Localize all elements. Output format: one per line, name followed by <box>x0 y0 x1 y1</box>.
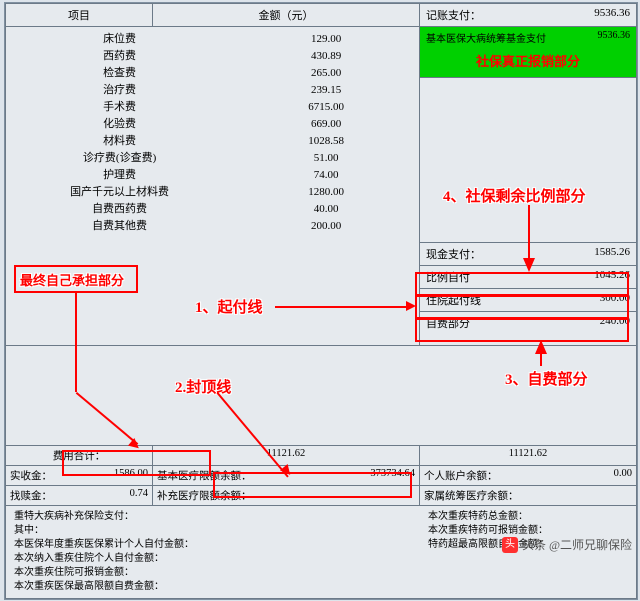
footer-line: 其中： <box>14 524 428 538</box>
item-name: 化验费 <box>6 116 233 133</box>
right-row: 住院起付线300.00 <box>420 289 636 312</box>
r-val: 300.00 <box>560 292 630 308</box>
item-amt: 200.00 <box>233 218 419 235</box>
acct-label: 个人账户余额： <box>424 471 498 482</box>
item-amt: 6715.00 <box>233 99 419 116</box>
r-label: 住院起付线 <box>426 292 560 308</box>
arrow-1-head <box>406 301 416 311</box>
limit-val: 373734.64 <box>370 468 415 479</box>
r-val: 1045.26 <box>560 269 630 285</box>
item-name: 治疗费 <box>6 82 233 99</box>
arrow-4-head <box>523 258 535 272</box>
item-row: 治疗费239.15 <box>6 82 419 99</box>
item-amt: 265.00 <box>233 65 419 82</box>
arrow-3-head <box>535 340 547 354</box>
acct-cell: 个人账户余额： 0.00 <box>420 466 637 486</box>
received-cell: 实收金： 1586.00 <box>6 466 153 486</box>
item-amt: 669.00 <box>233 116 419 133</box>
item-amt: 1280.00 <box>233 184 419 201</box>
item-amt: 1028.58 <box>233 133 419 150</box>
arrow-4-line <box>528 205 530 265</box>
refund-label: 找赎金： <box>10 491 52 502</box>
green-val: 9536.36 <box>598 30 631 45</box>
item-name: 西药费 <box>6 48 233 65</box>
supp-cell: 补充医疗限额余额： <box>153 486 420 506</box>
item-row: 西药费430.89 <box>6 48 419 65</box>
hdr-item: 项目 <box>6 4 153 27</box>
item-amt: 430.89 <box>233 48 419 65</box>
item-name: 自费其他费 <box>6 218 233 235</box>
watermark-logo: 头 <box>502 537 518 553</box>
footer-line: 重特大疾病补充保险支付： <box>14 510 428 524</box>
footer-line-r: 本次重疾特药总金额： <box>428 510 628 524</box>
item-amt: 40.00 <box>233 201 419 218</box>
green-box: 基本医保大病统筹基金支付 9536.36 社保真正报销部分 <box>420 27 637 78</box>
watermark: 头 头条 @二师兄聊保险 <box>502 536 632 553</box>
fam-label: 家属统筹医疗余额： <box>424 491 519 502</box>
fee-total-r: 11121.62 <box>420 446 637 466</box>
hdr-amount: 金额（元） <box>153 4 420 27</box>
item-row: 床位费129.00 <box>6 31 419 48</box>
item-amt: 239.15 <box>233 82 419 99</box>
item-amt: 74.00 <box>233 167 419 184</box>
item-name: 自费西药费 <box>6 201 233 218</box>
item-name: 手术费 <box>6 99 233 116</box>
footer-line: 本医保年度重疾医保累计个人自付金额： <box>14 538 428 552</box>
item-amt: 129.00 <box>233 31 419 48</box>
arrow-1 <box>275 306 410 308</box>
item-row: 国产千元以上材料费1280.00 <box>6 184 419 201</box>
footer-line: 本次重疾住院可报销金额： <box>14 566 428 580</box>
fam-cell: 家属统筹医疗余额： <box>420 486 637 506</box>
item-row: 检查费265.00 <box>6 65 419 82</box>
green-label: 基本医保大病统筹基金支付 <box>426 30 598 45</box>
item-row: 诊疗费(诊查费)51.00 <box>6 150 419 167</box>
received-label: 实收金： <box>10 471 52 482</box>
item-row: 材料费1028.58 <box>6 133 419 150</box>
refund-cell: 找赎金： 0.74 <box>6 486 153 506</box>
item-name: 护理费 <box>6 167 233 184</box>
item-row: 化验费669.00 <box>6 116 419 133</box>
footer-line: 本次重疾医保最高限额自费金额： <box>14 580 428 594</box>
item-amt: 51.00 <box>233 150 419 167</box>
item-name: 检查费 <box>6 65 233 82</box>
pay-label: 记账支付： <box>426 10 481 22</box>
acct-val: 0.00 <box>614 468 632 479</box>
r-label: 自费部分 <box>426 315 560 331</box>
supp-label: 补充医疗限额余额： <box>157 491 252 502</box>
footer-line: 本次纳入重疾住院个人自付金额： <box>14 552 428 566</box>
item-name: 床位费 <box>6 31 233 48</box>
received-val: 1586.00 <box>114 468 148 479</box>
items-cell: 床位费129.00西药费430.89检查费265.00治疗费239.15手术费6… <box>6 27 420 346</box>
item-name: 材料费 <box>6 133 233 150</box>
pay-val: 9536.36 <box>594 7 630 19</box>
item-name: 国产千元以上材料费 <box>6 184 233 201</box>
cash-val: 1585.26 <box>560 246 630 262</box>
refund-val: 0.74 <box>130 488 148 499</box>
r-val: 240.00 <box>560 315 630 331</box>
item-row: 护理费74.00 <box>6 167 419 184</box>
watermark-text: 头条 @二师兄聊保险 <box>522 536 632 553</box>
hdr-pay: 记账支付： 9536.36 <box>420 4 637 27</box>
item-row: 自费其他费200.00 <box>6 218 419 235</box>
cash-label: 现金支付： <box>426 246 560 262</box>
item-row: 手术费6715.00 <box>6 99 419 116</box>
item-row: 自费西药费40.00 <box>6 201 419 218</box>
green-banner: 社保真正报销部分 <box>420 48 636 73</box>
right-row: 自费部分240.00 <box>420 312 636 334</box>
limit-label: 基本医疗限额余额： <box>157 471 252 482</box>
r-label: 比例自付 <box>426 269 560 285</box>
fee-total: 11121.62 <box>153 446 420 466</box>
item-name: 诊疗费(诊查费) <box>6 150 233 167</box>
arrow-final-v <box>75 292 77 392</box>
